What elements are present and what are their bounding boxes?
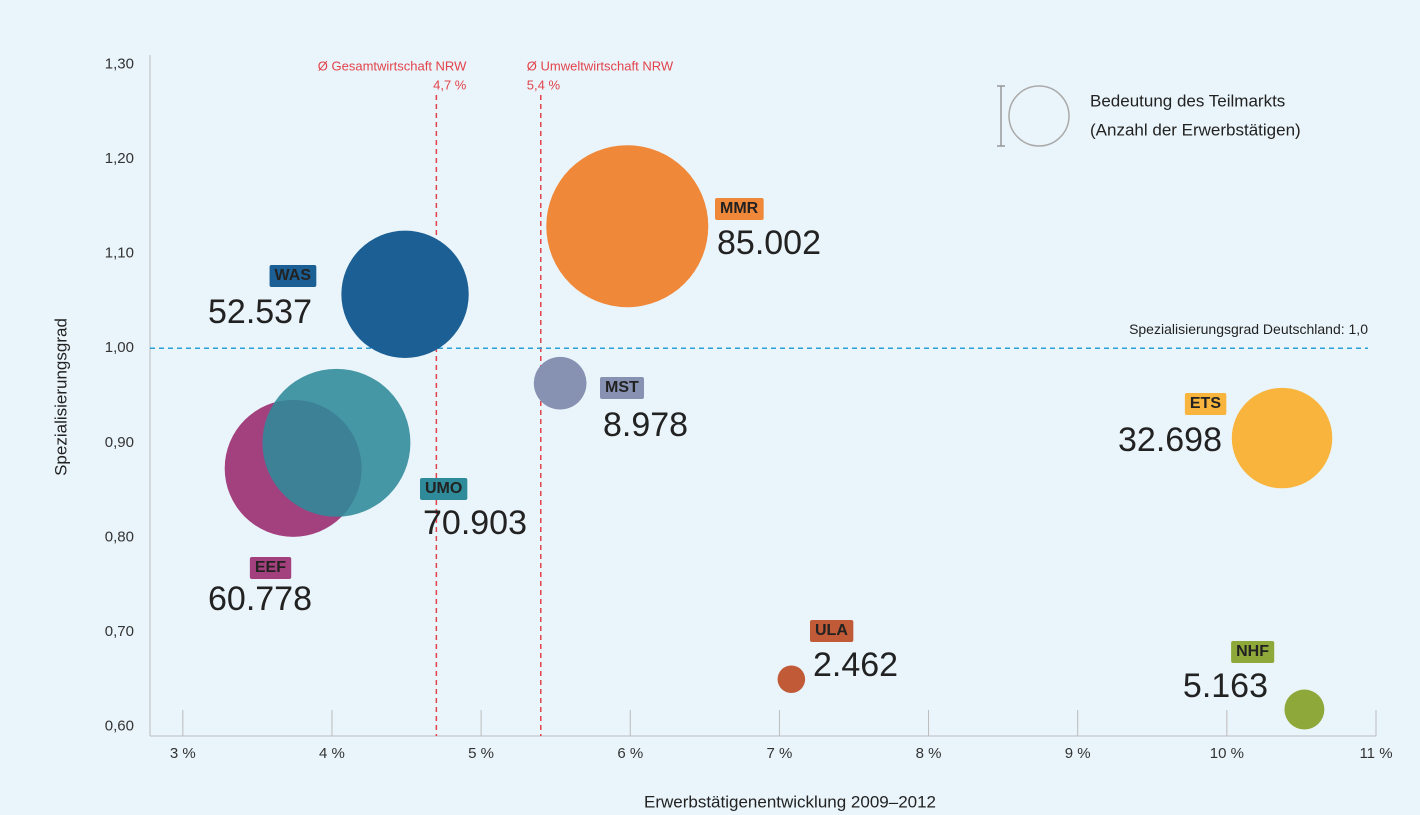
- data-label: 2.462: [813, 646, 898, 684]
- y-tick-label: 0,80: [105, 528, 134, 545]
- bubble: [546, 145, 709, 308]
- x-tick-label: 5 %: [468, 745, 494, 762]
- legend-title: Bedeutung des Teilmarkts: [1090, 91, 1285, 110]
- bubble: [777, 665, 806, 694]
- bubble: [262, 368, 411, 517]
- y-tick-label: 1,00: [105, 339, 134, 356]
- legend-entry: NHF: [1236, 643, 1269, 660]
- y-tick-label: 0,90: [105, 434, 134, 451]
- legend-entry: ULA: [815, 622, 848, 639]
- series-tag-box: [715, 198, 764, 220]
- reference-label: 4,7 %: [433, 77, 467, 92]
- data-label: 60.778: [208, 580, 312, 618]
- series-tag-box: [420, 478, 468, 500]
- data-label: 8.978: [603, 406, 688, 444]
- legend-entry: EEF: [255, 559, 286, 576]
- series-tag-box: [810, 620, 854, 642]
- bubble: [1284, 689, 1325, 730]
- y-tick-label: 1,30: [105, 55, 134, 72]
- series-tag-box: [1184, 393, 1227, 415]
- x-tick-label: 9 %: [1065, 745, 1091, 762]
- data-label: 52.537: [208, 293, 312, 331]
- x-tick-label: 4 %: [319, 745, 345, 762]
- legend-entry: MST: [605, 379, 639, 396]
- x-tick-label: 6 %: [617, 745, 643, 762]
- y-tick-label: 1,10: [105, 245, 134, 262]
- y-tick-label: 0,60: [105, 718, 134, 735]
- bubble: [533, 356, 587, 410]
- legend-title: (Anzahl der Erwerbstätigen): [1090, 120, 1301, 139]
- series-tag-box: [249, 557, 292, 579]
- legend-entry: MMR: [720, 200, 759, 217]
- data-label: 85.002: [717, 224, 821, 262]
- reference-label: Spezialisierungsgrad Deutschland: 1,0: [1129, 321, 1368, 337]
- x-tick-label: 11 %: [1359, 745, 1392, 762]
- x-tick-label: 7 %: [766, 745, 792, 762]
- legend-entry: WAS: [275, 267, 312, 284]
- y-tick-label: 0,70: [105, 623, 134, 640]
- data-label: 32.698: [1118, 421, 1222, 459]
- legend: Bedeutung des Teilmarkts (Anzahl der Erw…: [997, 85, 1301, 147]
- series-tag-box: [269, 265, 317, 287]
- bubble: [341, 230, 469, 358]
- x-tick-label: 10 %: [1210, 745, 1244, 762]
- bubble: [1231, 387, 1333, 489]
- x-tick-label: 3 %: [170, 745, 196, 762]
- x-axis-label: Erwerbstätigenentwicklung 2009–2012: [644, 792, 936, 811]
- reference-name: Ø Gesamtwirtschaft NRW: [318, 58, 467, 73]
- reference-label: 5,4 %: [527, 77, 561, 92]
- series-tag-box: [600, 377, 644, 399]
- legend-entry: ETS: [1190, 395, 1221, 412]
- data-label: 70.903: [423, 504, 527, 542]
- legend-entry: UMO: [425, 480, 462, 497]
- y-tick-label: 1,20: [105, 150, 134, 167]
- data-label: 5.163: [1183, 667, 1268, 705]
- legend-circle: [1008, 85, 1070, 147]
- series-tag-box: [1231, 641, 1275, 663]
- y-axis-label: Spezialisierungsgrad: [51, 318, 70, 476]
- x-tick-label: 8 %: [916, 745, 942, 762]
- reference-name: Ø Umweltwirtschaft NRW: [527, 58, 674, 73]
